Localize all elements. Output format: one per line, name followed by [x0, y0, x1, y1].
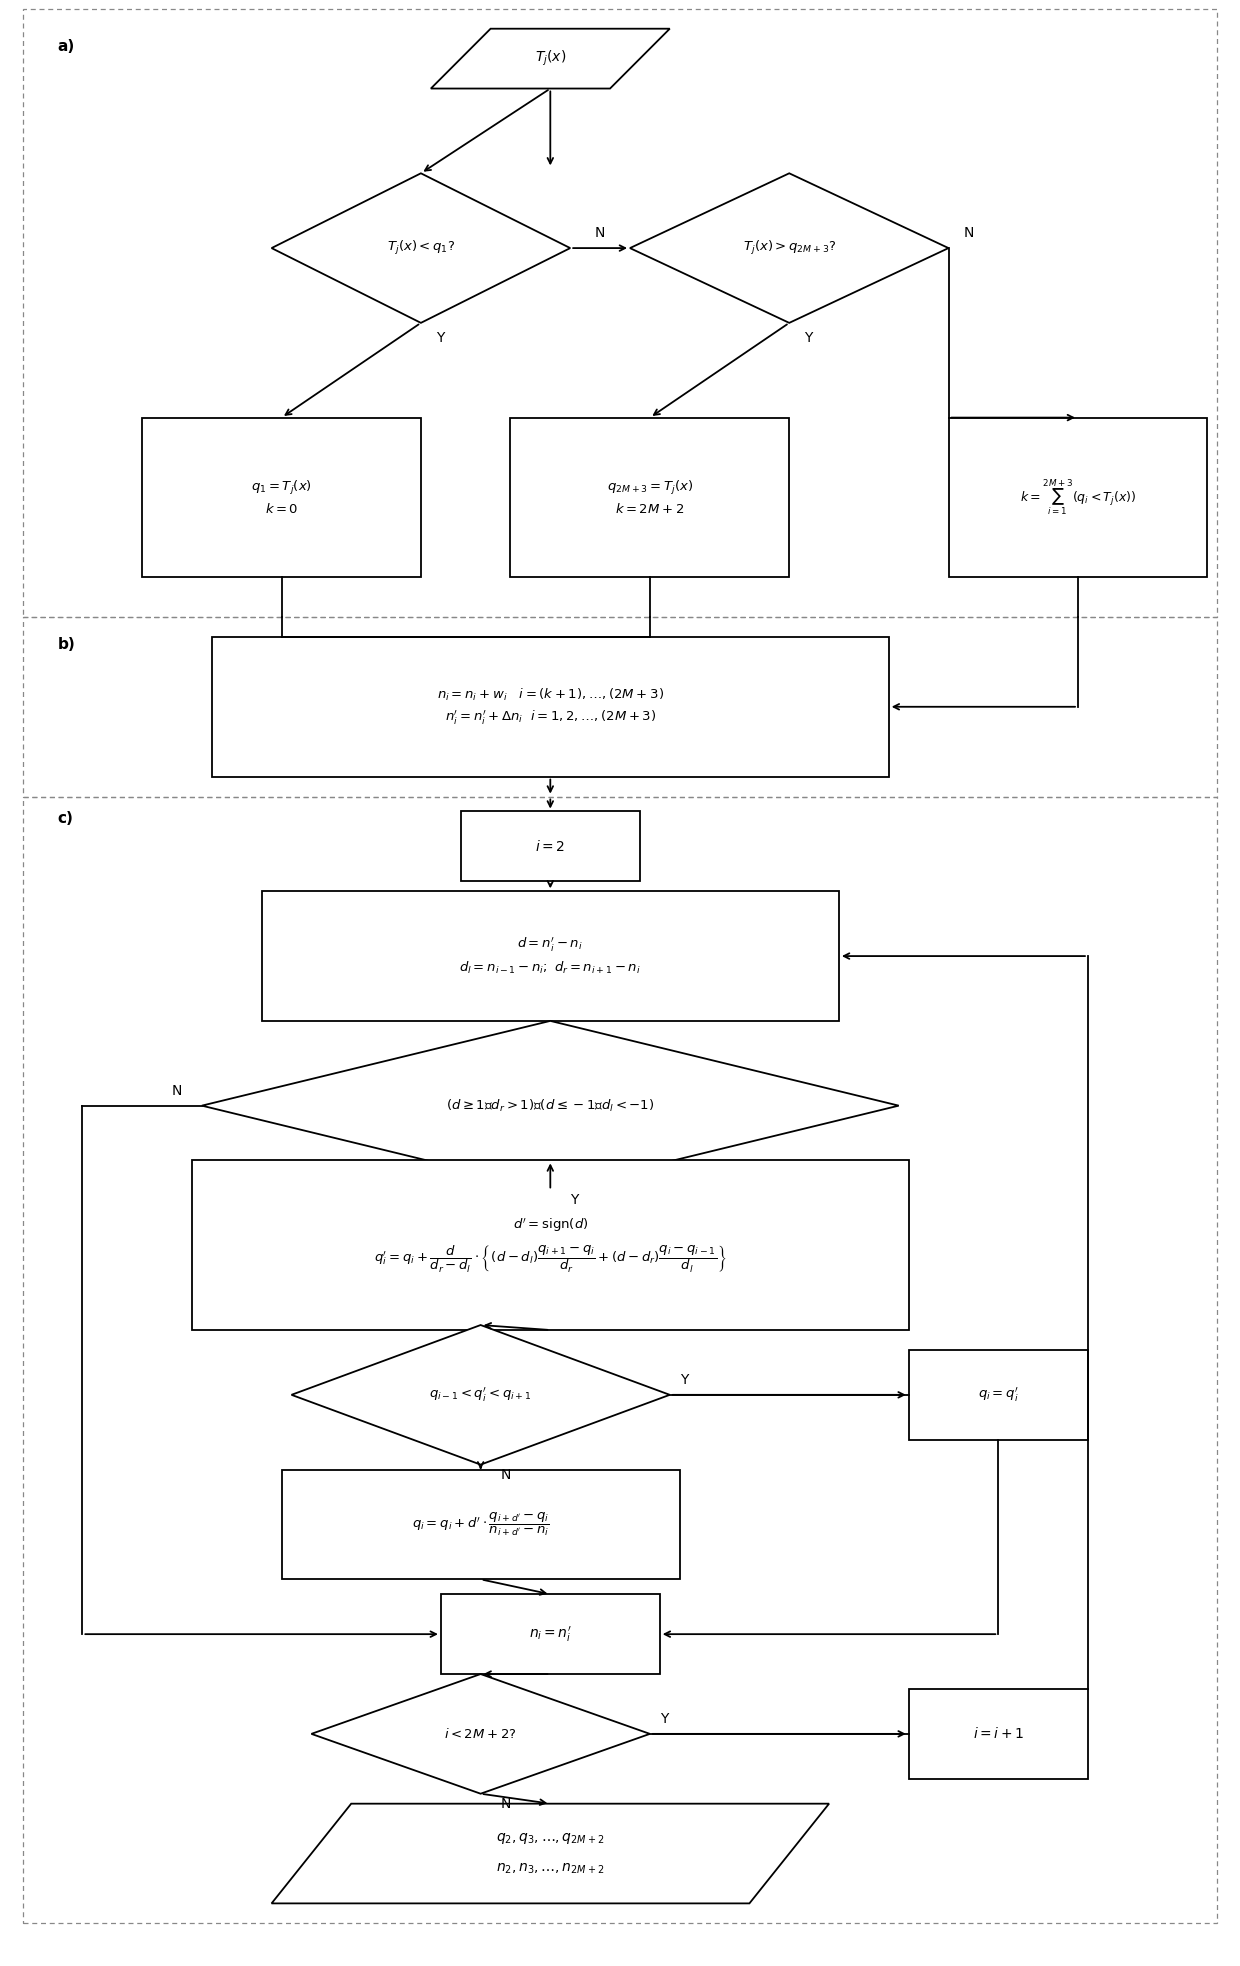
Bar	[909, 1351, 1087, 1439]
Text: $T_j(x)$: $T_j(x)$	[534, 49, 565, 69]
Text: $i=2$: $i=2$	[536, 839, 565, 853]
Bar	[262, 891, 839, 1020]
Polygon shape	[272, 173, 570, 322]
Text: $q_{2M+3}=T_j(x)$
$k=2M+2$: $q_{2M+3}=T_j(x)$ $k=2M+2$	[606, 478, 693, 517]
Text: Y: Y	[805, 330, 812, 344]
Bar	[281, 1471, 680, 1579]
Bar	[212, 637, 889, 777]
Polygon shape	[430, 29, 670, 88]
Text: N: N	[501, 1467, 511, 1482]
Text: $i=i+1$: $i=i+1$	[972, 1726, 1024, 1742]
Bar	[461, 812, 640, 881]
Text: $(d\geq1$且$d_r>1)$或$(d\leq-1$且$d_l<-1)$: $(d\geq1$且$d_r>1)$或$(d\leq-1$且$d_l<-1)$	[446, 1097, 655, 1113]
Bar	[440, 1594, 660, 1673]
Polygon shape	[291, 1325, 670, 1465]
Text: $n_2,n_3,\ldots,n_{2M+2}$: $n_2,n_3,\ldots,n_{2M+2}$	[496, 1862, 605, 1876]
Text: $i<2M+2?$: $i<2M+2?$	[444, 1726, 517, 1740]
Polygon shape	[630, 173, 949, 322]
Polygon shape	[272, 1803, 830, 1903]
Text: $k=\sum_{i=1}^{2M+3}(q_i<T_j(x))$: $k=\sum_{i=1}^{2M+3}(q_i<T_j(x))$	[1019, 478, 1136, 517]
Text: N: N	[501, 1797, 511, 1811]
Text: c): c)	[57, 812, 73, 826]
Text: $q_i=q_i+d'\cdot\dfrac{q_{i+d'}-q_i}{n_{i+d'}-n_i}$: $q_i=q_i+d'\cdot\dfrac{q_{i+d'}-q_i}{n_{…	[412, 1510, 549, 1537]
Text: $q_2,q_3,\ldots,q_{2M+2}$: $q_2,q_3,\ldots,q_{2M+2}$	[496, 1830, 605, 1846]
Text: Y: Y	[680, 1372, 688, 1386]
Bar	[949, 417, 1208, 578]
Text: b): b)	[57, 637, 76, 653]
Text: N: N	[171, 1083, 182, 1097]
Text: $n_i=n_i+w_i\ \ \ i=(k+1),\ldots,(2M+3)$
$n_i'=n_i'+\Delta n_i\ \ i=1,2,\ldots,(: $n_i=n_i+w_i\ \ \ i=(k+1),\ldots,(2M+3)$…	[436, 686, 663, 727]
Bar	[143, 417, 420, 578]
Text: $q_i=q_i'$: $q_i=q_i'$	[978, 1386, 1019, 1404]
Text: a): a)	[57, 39, 74, 53]
Text: $q_1=T_j(x)$
$k=0$: $q_1=T_j(x)$ $k=0$	[250, 478, 312, 517]
Text: N: N	[595, 226, 605, 240]
Polygon shape	[202, 1020, 899, 1189]
Polygon shape	[311, 1673, 650, 1793]
Text: $d'=\mathrm{sign}(d)$
$q_i'=q_i+\dfrac{d}{d_r-d_l}\cdot\left\{(d-d_l)\dfrac{q_{i: $d'=\mathrm{sign}(d)$ $q_i'=q_i+\dfrac{d…	[373, 1217, 727, 1274]
Text: $T_j(x)<q_1?$: $T_j(x)<q_1?$	[387, 240, 455, 258]
Bar	[22, 796, 1218, 1923]
Text: $T_j(x)>q_{2M+3}?$: $T_j(x)>q_{2M+3}?$	[743, 240, 836, 258]
Bar	[909, 1689, 1087, 1779]
Text: $n_i=n_i'$: $n_i=n_i'$	[528, 1624, 572, 1644]
Text: Y: Y	[570, 1193, 579, 1207]
Bar	[511, 417, 789, 578]
Text: Y: Y	[660, 1712, 668, 1726]
Text: Y: Y	[435, 330, 444, 344]
Bar	[22, 8, 1218, 617]
Text: $q_{i-1}<q_i'<q_{i+1}$: $q_{i-1}<q_i'<q_{i+1}$	[429, 1386, 532, 1404]
Bar	[22, 617, 1218, 796]
Text: $d=n_i'-n_i$
$d_l=n_{i-1}-n_i;\ d_r=n_{i+1}-n_i$: $d=n_i'-n_i$ $d_l=n_{i-1}-n_i;\ d_r=n_{i…	[459, 936, 641, 977]
Bar	[192, 1160, 909, 1331]
Text: N: N	[963, 226, 973, 240]
